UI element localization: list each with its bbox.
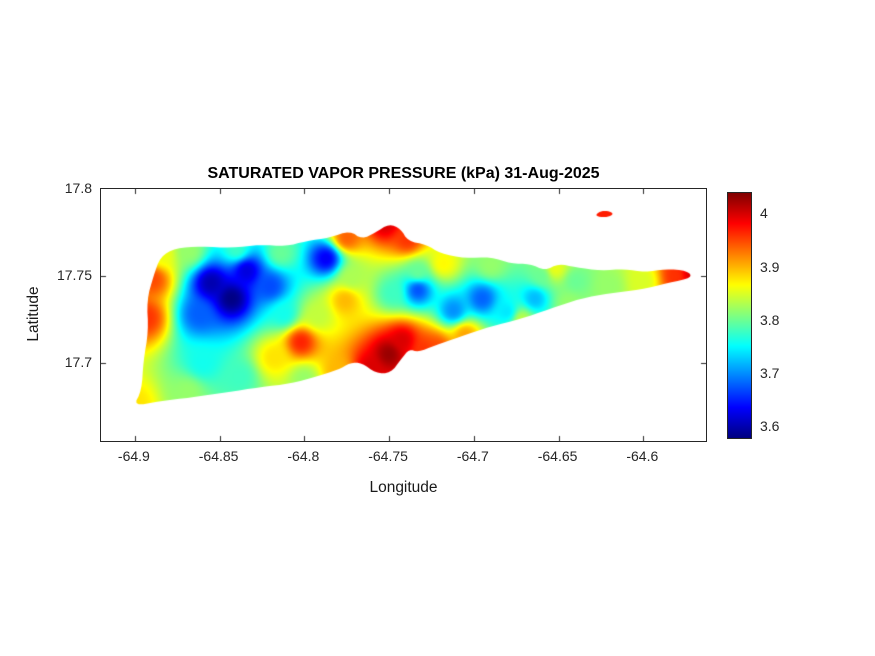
plot-area [100,188,707,442]
map-canvas [101,189,706,441]
y-tick-label: 17.75 [56,266,92,283]
x-axis-label: Longitude [369,479,438,496]
colorbar-tick-label: 3.6 [760,418,780,435]
colorbar-tick-label: 3.7 [760,365,780,382]
chart-title: SATURATED VAPOR PRESSURE (kPa) 31-Aug-20… [207,165,600,182]
x-tick-label: -64.8 [287,448,320,464]
x-tick-label: -64.65 [537,448,578,464]
colorbar-tick-label: 4 [760,205,768,222]
colorbar [727,192,752,439]
y-tick-label: 17.7 [64,353,92,370]
x-tick-label: -64.6 [626,448,659,464]
y-tick-label: 17.8 [64,180,92,196]
colorbar-tick-label: 3.9 [760,258,780,275]
x-tick-label: -64.9 [117,448,150,464]
x-tick-label: -64.85 [198,448,239,464]
x-tick-label: -64.75 [368,448,408,464]
colorbar-tick-label: 3.8 [760,311,780,328]
x-tick-label: -64.7 [456,448,489,464]
